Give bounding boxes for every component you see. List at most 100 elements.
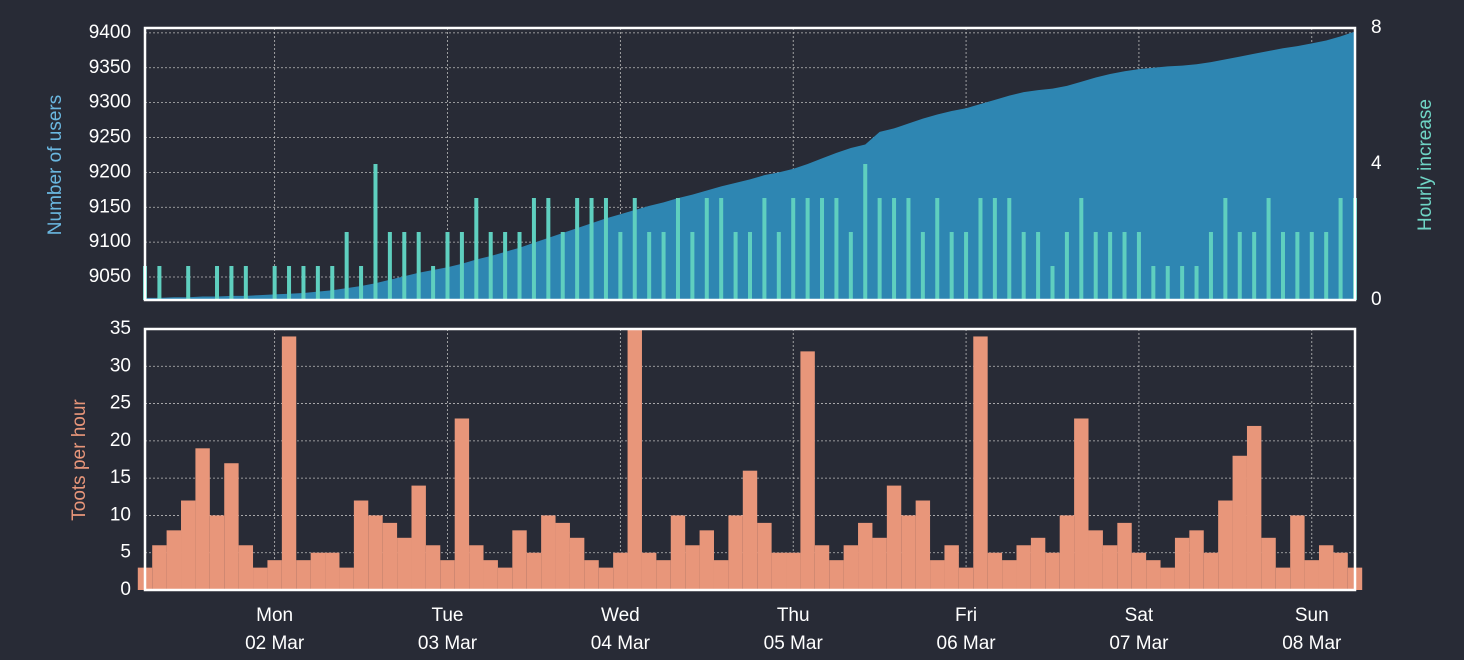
increase-bar [344,232,349,300]
toots-bar [238,545,254,590]
increase-bar [1208,232,1213,300]
y-tick-label: 0 [120,579,131,600]
increase-bar [589,198,594,300]
toots-bar [1030,537,1046,590]
increase-bar [186,266,191,300]
toots-bar [397,537,412,590]
toots-bar [713,560,729,590]
toots-bar [497,567,513,590]
toots-bar [1117,522,1132,590]
plot-border [143,327,1357,592]
toots-bar [1189,530,1204,590]
toots-bar [555,522,570,590]
increase-bar [877,198,882,300]
increase-bar [1237,232,1242,300]
toots-bar [930,560,945,590]
y-tick-label: 5 [120,542,131,563]
increase-bar [1280,232,1285,300]
increase-bar [157,266,162,300]
toots-bar [1002,560,1017,590]
increase-bar [459,232,464,300]
toots-bar [886,485,902,590]
toots-bar [569,537,585,590]
toots-bar [944,545,959,590]
increase-bar [733,232,738,300]
increase-bar [1036,232,1041,300]
increase-bar [474,198,479,300]
y-tick-label: 9200 [89,161,131,182]
toots-bar [685,545,700,590]
toots-bar [454,418,470,590]
x-tick-date: 07 Mar [1109,633,1169,654]
toots-bar [1146,560,1161,590]
increase-bar [517,232,522,300]
increase-bar [848,232,853,300]
x-tick-label: Sun 08 Mar [1282,605,1342,654]
increase-bar [892,198,897,300]
toots-bar [512,530,527,590]
increase-bar [791,198,796,300]
increase-bar [330,266,335,300]
toots-bar [1160,567,1175,590]
increase-bar [416,232,421,300]
toots-bar [224,463,239,590]
toots-bar [1059,515,1075,590]
increase-bar [387,232,392,300]
x-tick-label: Tue 03 Mar [418,605,478,654]
toots-bar [814,545,830,590]
increase-bar [1252,232,1257,300]
toots-bar [1275,567,1291,590]
toots-bar [771,552,787,590]
increase-bar [762,198,767,300]
increase-bar [776,232,781,300]
increase-bar [272,266,277,300]
toots-bar [1304,560,1319,590]
toots-bar [1102,545,1118,590]
increase-bar [546,198,551,300]
increase-bar [575,198,580,300]
toots-bar [483,560,498,590]
y-tick-label: 9300 [89,92,131,113]
increase-bar [287,266,292,300]
increase-bar [402,232,407,300]
increase-bar [1151,266,1156,300]
increase-bar [690,232,695,300]
increase-bar [1050,266,1055,300]
toots-bar [469,545,484,590]
toots-bar [1174,537,1190,590]
increase-bar [503,232,508,300]
increase-bar [748,232,752,300]
increase-bar [1136,232,1141,300]
y-tick-label: 25 [110,393,131,414]
increase-bar [1194,266,1199,300]
y-tick-label: 15 [110,467,131,488]
toots-bar [281,336,297,590]
x-tick-day: Thu [777,605,810,626]
increase-bar [820,198,825,300]
toots-bar [973,336,988,590]
x-tick-label: Mon 02 Mar [245,605,305,654]
x-tick-label: Sat 07 Mar [1109,605,1169,654]
toots-bar [325,552,340,590]
toots-bar [368,515,383,590]
toots-bar [1318,545,1334,590]
increase-bar [1223,198,1228,300]
toots-bar [800,351,815,590]
toots-bar [1246,425,1262,590]
y-tick-label: 20 [110,430,131,451]
x-tick-date: 04 Mar [591,633,651,654]
x-tick-date: 08 Mar [1282,633,1342,654]
x-tick-date: 03 Mar [418,633,478,654]
increase-bar [1122,232,1127,300]
y-tick-label: 9250 [89,127,131,148]
increase-bar [1093,232,1098,300]
x-tick-date: 06 Mar [937,633,997,654]
increase-bar [229,266,234,300]
increase-bar [719,198,724,300]
increase-bar [632,198,637,300]
toots-bar [310,552,326,590]
toots-bar [742,470,758,590]
increase-bar [1021,232,1026,300]
